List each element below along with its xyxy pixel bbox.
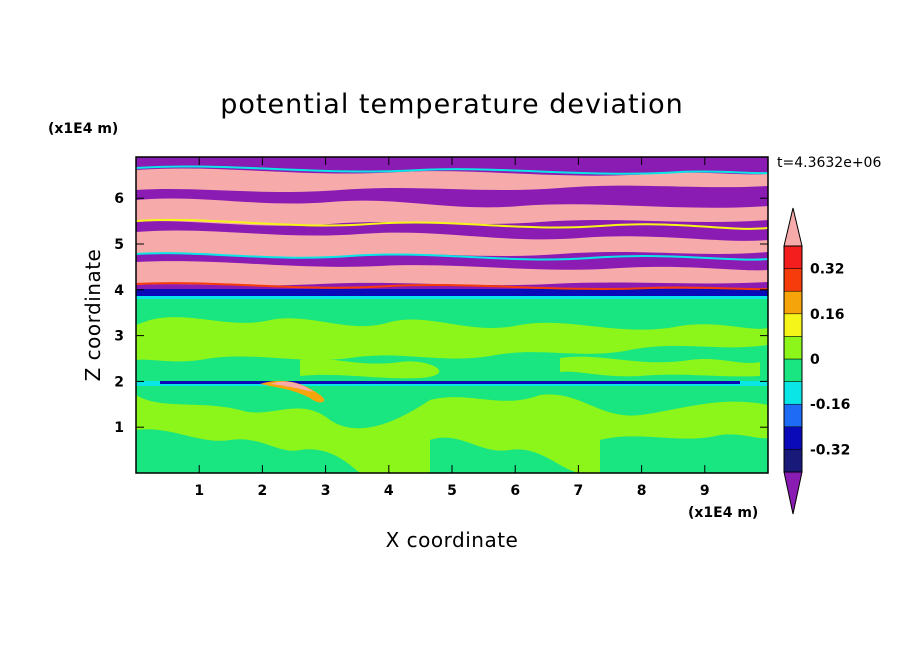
x-axis: 1 2 3 4 5 6 7 8 9 [194, 157, 710, 499]
colorbar-swatch [783, 336, 803, 360]
colorbar-extend-top [783, 207, 803, 247]
x-tick-label: 4 [384, 483, 394, 499]
y-tick-label: 5 [114, 237, 124, 253]
x-tick-label: 5 [447, 483, 457, 499]
field-band-edge [136, 252, 768, 261]
x-tick-label: 2 [258, 483, 268, 499]
colorbar: 0.32 0.16 0 -0.16 -0.32 [783, 207, 850, 515]
field-warm-band [136, 261, 768, 286]
colorbar-tick-label: 0.16 [810, 307, 845, 323]
y-unit-label: (x1E4 m) [48, 121, 118, 137]
x-tick-label: 6 [510, 483, 520, 499]
field-upper-inversion-edge [136, 296, 768, 299]
x-axis-label: X coordinate [386, 528, 519, 552]
y-tick-label: 4 [114, 283, 124, 299]
field-lower-warm-patch [260, 380, 325, 403]
colorbar-extend-bottom [783, 471, 803, 515]
x-tick-label: 3 [321, 483, 331, 499]
field-band-edge [136, 282, 768, 291]
x-tick-label: 8 [637, 483, 647, 499]
x-tick-label: 1 [194, 483, 204, 499]
colorbar-swatch [783, 358, 803, 382]
y-tick-label: 2 [114, 374, 124, 390]
y-axis-label: Z coordinate [81, 249, 105, 382]
x-tick-label: 9 [700, 483, 710, 499]
colorbar-tick-label: 0.32 [810, 262, 845, 278]
colorbar-tick-label: -0.16 [810, 397, 850, 413]
field-lower-patch [136, 385, 768, 429]
colorbar-swatch [783, 381, 803, 405]
plot-area [136, 157, 768, 473]
x-tick-label: 7 [574, 483, 584, 499]
field-band-edge [136, 165, 768, 175]
colorbar-swatch [783, 268, 803, 292]
y-tick-label: 6 [114, 191, 124, 207]
colorbar-frame [783, 245, 803, 473]
field-middle-patch [300, 358, 440, 379]
y-tick-label: 1 [114, 420, 124, 436]
field-lower-patch [136, 429, 360, 473]
colorbar-swatch [783, 290, 803, 315]
time-label: t=4.3632e+06 [777, 155, 881, 171]
field-lower-patch [430, 437, 580, 473]
colorbar-tick-label: 0 [810, 352, 820, 368]
field-lower-patch [600, 434, 768, 473]
colorbar-swatch [783, 426, 803, 450]
field-upper-inversion [136, 288, 768, 298]
colorbar-swatch [783, 313, 803, 337]
y-tick-label: 3 [114, 329, 124, 345]
colorbar-swatch [783, 449, 803, 473]
y-axis: 1 2 3 4 5 6 [114, 191, 768, 436]
field-warm-band [136, 230, 768, 258]
colorbar-tick-label: -0.32 [810, 442, 850, 458]
colorbar-swatch [783, 403, 803, 428]
field-band-edge [136, 218, 768, 230]
x-unit-label: (x1E4 m) [688, 505, 758, 521]
colorbar-swatch [783, 245, 803, 269]
field-middle-patch [560, 356, 760, 377]
chart-title: potential temperature deviation [220, 89, 683, 120]
field-lower-inversion-core [160, 381, 740, 384]
field-warm-band [136, 198, 768, 226]
field-middle-patch [136, 317, 768, 362]
field-warm-band [136, 168, 768, 192]
field-lower-warm-patch [270, 381, 314, 392]
